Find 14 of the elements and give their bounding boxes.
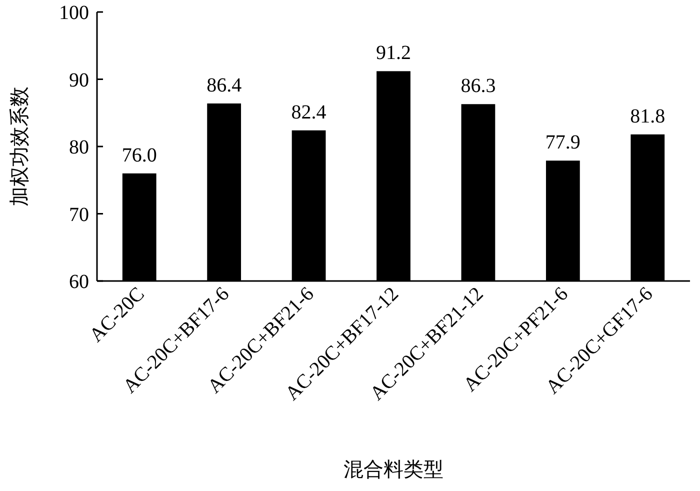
data-label: 82.4 <box>291 101 326 124</box>
x-axis-title: 混合料类型 <box>344 459 444 481</box>
data-label: 86.3 <box>460 75 496 98</box>
data-label: 86.4 <box>206 74 242 96</box>
data-label: 77.9 <box>545 132 580 154</box>
y-tick-label: 90 <box>69 69 89 92</box>
y-tick-label: 70 <box>69 204 89 226</box>
y-axis-title: 加权功效系数 <box>9 86 31 206</box>
y-tick-label: 100 <box>59 2 89 24</box>
data-label: 91.2 <box>376 42 411 64</box>
data-label: 81.8 <box>630 105 666 128</box>
y-tick-label: 80 <box>69 136 89 158</box>
y-tick-label: 60 <box>69 271 89 293</box>
data-label: 76.0 <box>122 144 157 166</box>
